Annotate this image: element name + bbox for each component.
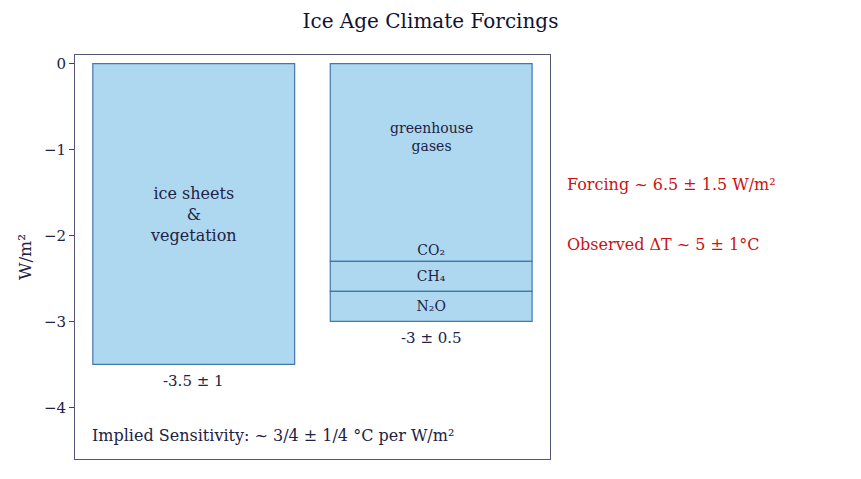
svg-text:Forcing ~ 6.5 ± 1.5 W/m²: Forcing ~ 6.5 ± 1.5 W/m² bbox=[567, 175, 776, 194]
svg-text:greenhousegases: greenhousegases bbox=[390, 120, 473, 154]
svg-text:W/m²: W/m² bbox=[15, 234, 35, 280]
svg-text:Ice Age Climate Forcings: Ice Age Climate Forcings bbox=[303, 9, 559, 33]
svg-text:CH₄: CH₄ bbox=[417, 268, 446, 284]
svg-text:-3 ± 0.5: -3 ± 0.5 bbox=[401, 329, 462, 347]
svg-text:ice sheets&vegetation: ice sheets&vegetation bbox=[150, 184, 237, 245]
svg-text:−4: −4 bbox=[44, 399, 66, 417]
svg-text:-3.5 ± 1: -3.5 ± 1 bbox=[163, 372, 224, 390]
svg-text:−3: −3 bbox=[44, 313, 66, 331]
svg-text:Implied Sensitivity: ~ 3/4 ± 1: Implied Sensitivity: ~ 3/4 ± 1/4 °C per … bbox=[92, 426, 454, 445]
svg-text:0: 0 bbox=[56, 55, 66, 73]
svg-text:Observed ΔT ~ 5 ± 1°C: Observed ΔT ~ 5 ± 1°C bbox=[567, 235, 760, 254]
svg-text:CO₂: CO₂ bbox=[417, 242, 445, 258]
svg-text:−1: −1 bbox=[44, 141, 66, 159]
svg-text:N₂O: N₂O bbox=[417, 298, 446, 314]
svg-text:−2: −2 bbox=[44, 227, 66, 245]
